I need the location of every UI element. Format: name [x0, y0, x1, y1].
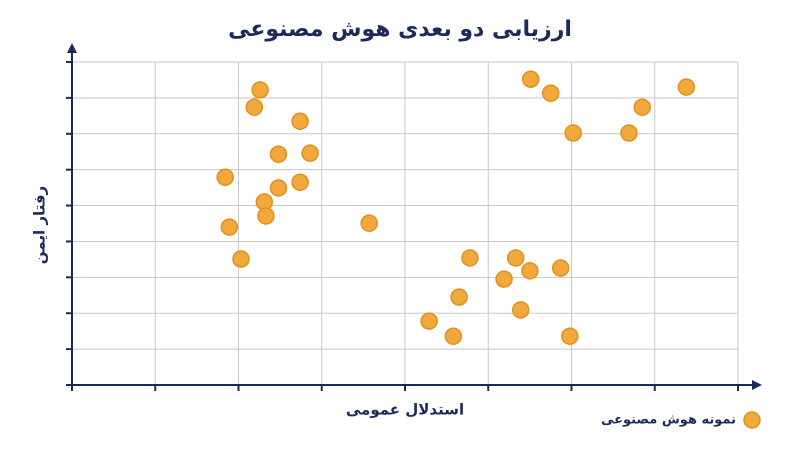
point [269, 179, 288, 197]
point [620, 124, 638, 142]
point [495, 270, 513, 288]
point [521, 262, 539, 280]
x-axis-label: استدلال عمومی [346, 401, 464, 419]
chart-title: ارزیابی دو بعدی هوش مصنوعی [228, 17, 572, 42]
point [551, 259, 570, 277]
point [450, 288, 468, 306]
point [461, 249, 479, 267]
point [301, 144, 319, 162]
point [561, 327, 579, 345]
point [506, 249, 525, 267]
point [245, 98, 264, 116]
point [677, 78, 696, 96]
point [633, 98, 652, 116]
x-axis-arrow [752, 380, 762, 390]
point [564, 124, 582, 142]
point [360, 214, 378, 232]
y-axis-label: رفتار ایمن [31, 186, 49, 264]
point [251, 81, 269, 99]
point [291, 112, 309, 130]
point [291, 173, 309, 191]
legend-marker [743, 411, 761, 429]
point [420, 312, 438, 330]
point [269, 145, 288, 163]
point [541, 84, 560, 102]
point [444, 327, 463, 345]
point [220, 218, 239, 236]
point [521, 70, 540, 88]
legend-label: نمونه هوش مصنوعی [601, 413, 736, 428]
point [257, 207, 275, 225]
point [232, 250, 250, 268]
y-axis-arrow [67, 43, 77, 53]
point [511, 301, 530, 319]
point [216, 168, 234, 186]
